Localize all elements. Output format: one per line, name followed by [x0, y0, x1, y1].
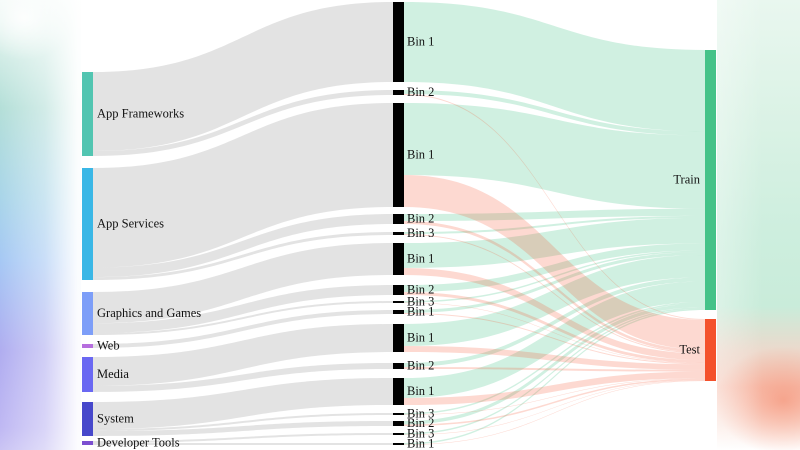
link-bin-to-train[interactable] — [404, 215, 705, 234]
link-source-to-bin[interactable] — [93, 2, 393, 152]
node-developer-tools[interactable] — [82, 441, 93, 445]
node-label: Graphics and Games — [97, 306, 201, 320]
node-bin-3[interactable] — [393, 413, 404, 415]
link-bin-to-train[interactable] — [404, 306, 705, 435]
node-label: Bin 3 — [407, 294, 434, 308]
node-bin-1[interactable] — [393, 103, 404, 207]
node-label: Media — [97, 367, 129, 381]
node-label: Bin 2 — [407, 416, 434, 430]
node-label: Bin 1 — [407, 147, 434, 161]
link-source-to-bin[interactable] — [93, 214, 393, 278]
node-label: Bin 2 — [407, 282, 434, 296]
node-app-services[interactable] — [82, 168, 93, 280]
link-bin-to-train[interactable] — [404, 208, 705, 221]
node-train[interactable] — [705, 50, 716, 310]
node-label: Test — [679, 342, 700, 356]
link-bin-to-train[interactable] — [404, 250, 705, 303]
node-label: App Frameworks — [97, 106, 184, 120]
link-bin-to-test[interactable] — [404, 313, 705, 365]
link-source-to-bin[interactable] — [93, 421, 393, 436]
node-bin-1[interactable] — [393, 378, 404, 405]
node-bin-1[interactable] — [393, 310, 404, 314]
link-bin-to-train[interactable] — [404, 90, 705, 136]
node-graphics-and-games[interactable] — [82, 292, 93, 335]
link-bin-to-train[interactable] — [404, 103, 705, 209]
link-source-to-bin[interactable] — [93, 413, 393, 431]
link-source-to-bin[interactable] — [93, 433, 393, 443]
link-bin-to-test[interactable] — [404, 380, 705, 445]
link-bin-to-train[interactable] — [404, 255, 705, 346]
link-bin-to-train[interactable] — [404, 243, 705, 292]
node-web[interactable] — [82, 344, 93, 348]
link-bin-to-test[interactable] — [404, 380, 705, 435]
link-bin-to-train[interactable] — [404, 301, 705, 415]
node-media[interactable] — [82, 357, 93, 392]
link-bin-to-train[interactable] — [404, 251, 705, 313]
link-bin-to-test[interactable] — [404, 378, 705, 415]
link-bin-to-test[interactable] — [404, 371, 705, 405]
node-label: Train — [673, 172, 700, 186]
node-label: Bin 1 — [407, 304, 434, 318]
link-source-to-bin[interactable] — [93, 243, 393, 324]
node-label: Bin 1 — [407, 330, 434, 344]
node-label: Bin 3 — [407, 426, 434, 440]
node-label: Bin 1 — [407, 384, 434, 398]
node-bin-2[interactable] — [393, 90, 404, 95]
node-bin-3[interactable] — [393, 301, 404, 303]
node-label: Bin 1 — [407, 251, 434, 265]
link-bin-to-test[interactable] — [404, 367, 705, 372]
node-bin-1[interactable] — [393, 324, 404, 352]
link-source-to-bin[interactable] — [93, 378, 393, 429]
link-bin-to-test[interactable] — [404, 175, 705, 350]
link-bin-to-train[interactable] — [404, 308, 705, 445]
link-bin-to-test[interactable] — [404, 292, 705, 363]
node-label: Bin 1 — [407, 436, 434, 450]
link-bin-to-train[interactable] — [404, 217, 705, 268]
link-bin-to-train[interactable] — [404, 2, 705, 132]
link-bin-to-test[interactable] — [404, 94, 705, 320]
node-bin-3[interactable] — [393, 433, 404, 435]
node-system[interactable] — [82, 402, 93, 436]
node-test[interactable] — [705, 319, 716, 381]
node-label: Bin 2 — [407, 211, 434, 225]
link-source-to-bin[interactable] — [93, 310, 393, 348]
link-source-to-bin[interactable] — [93, 285, 393, 334]
node-bin-2[interactable] — [393, 363, 404, 369]
node-bin-3[interactable] — [393, 232, 404, 235]
link-source-to-bin[interactable] — [93, 301, 393, 335]
link-bin-to-test[interactable] — [404, 234, 705, 354]
link-source-to-bin[interactable] — [93, 443, 393, 445]
node-bin-1[interactable] — [393, 2, 404, 82]
node-bin-2[interactable] — [393, 285, 404, 295]
node-label: Bin 2 — [407, 358, 434, 372]
node-bin-2[interactable] — [393, 214, 404, 224]
node-label: System — [97, 411, 134, 425]
node-label: Bin 2 — [407, 85, 434, 99]
link-source-to-bin[interactable] — [93, 232, 393, 280]
link-source-to-bin[interactable] — [93, 103, 393, 268]
node-label: App Services — [97, 216, 164, 230]
link-bin-to-test[interactable] — [404, 378, 705, 426]
node-bin-1[interactable] — [393, 443, 404, 445]
link-source-to-bin[interactable] — [93, 324, 393, 386]
link-bin-to-train[interactable] — [404, 281, 705, 398]
link-bin-to-test[interactable] — [404, 221, 705, 353]
link-bin-to-test[interactable] — [404, 302, 705, 364]
link-bin-to-train[interactable] — [404, 303, 705, 425]
node-app-frameworks[interactable] — [82, 72, 93, 156]
link-bin-to-test[interactable] — [404, 268, 705, 361]
link-source-to-bin[interactable] — [93, 90, 393, 156]
node-label: Web — [97, 338, 120, 352]
link-bin-to-train[interactable] — [404, 277, 705, 367]
node-label: Bin 3 — [407, 406, 434, 420]
node-label: Bin 3 — [407, 226, 434, 240]
node-label: Developer Tools — [97, 435, 180, 449]
node-label: Bin 1 — [407, 34, 434, 48]
link-bin-to-test[interactable] — [404, 346, 705, 370]
node-bin-2[interactable] — [393, 421, 404, 426]
link-source-to-bin[interactable] — [93, 363, 393, 392]
node-bin-1[interactable] — [393, 243, 404, 275]
